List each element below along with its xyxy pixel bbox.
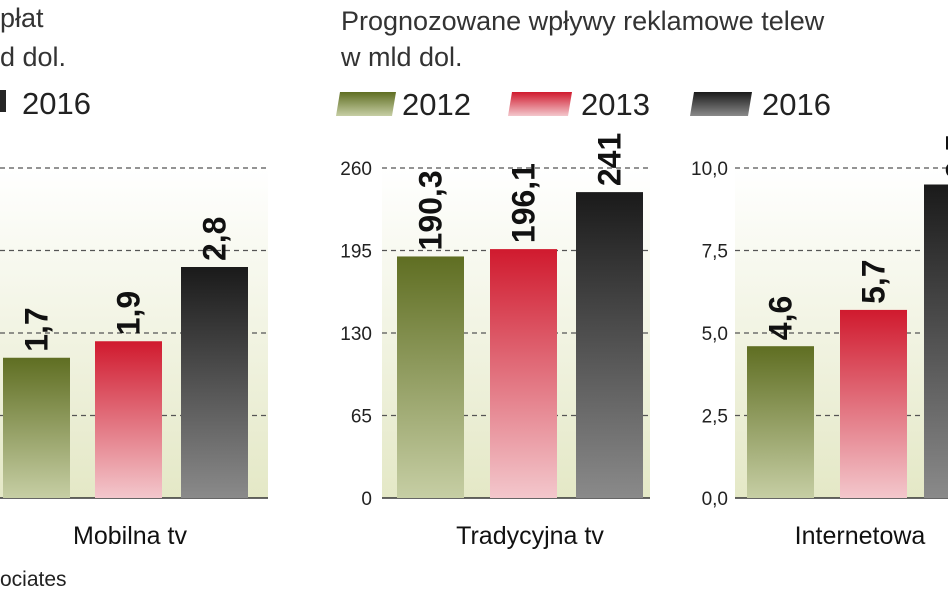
- legend-label-2013: 2013: [581, 87, 650, 122]
- category-label-internetowa: Internetowa: [795, 522, 926, 550]
- value-label-mobilna-2013: 1,9: [111, 291, 147, 335]
- category-label-tradycyjna: Tradycyjna tv: [456, 522, 604, 550]
- chart-title-line-2: w mld dol.: [340, 42, 463, 72]
- legend-swatch-2016: [690, 92, 752, 116]
- legend-swatch-2012: [336, 92, 396, 116]
- bar-internetowa-2013: [840, 309, 907, 498]
- value-label-internetowa-2012: 4,6: [763, 296, 799, 340]
- y-tick-label-internetowa: 5,0: [702, 324, 728, 345]
- left-title-line-1: płat: [0, 3, 44, 33]
- value-label-mobilna-2012: 1,7: [19, 307, 55, 351]
- y-tick-label-tradycyjna: 0: [361, 489, 372, 510]
- y-tick-label-internetowa: 2,5: [702, 407, 728, 428]
- left-legend-swatch-2016: [0, 90, 6, 112]
- legend-swatch-2013: [508, 92, 572, 116]
- bar-mobilna-2013: [95, 341, 162, 498]
- left-title-line-2: d dol.: [0, 42, 66, 72]
- y-tick-label-tradycyjna: 130: [340, 324, 372, 345]
- legend-label-2016: 2016: [762, 87, 831, 122]
- bar-tradycyjna-2016: [576, 192, 643, 498]
- value-label-tradycyjna-2013: 196,1: [506, 163, 542, 243]
- value-label-mobilna-2016: 2,8: [197, 217, 233, 261]
- value-label-tradycyjna-2012: 190,3: [413, 170, 449, 250]
- y-tick-label-tradycyjna: 260: [340, 159, 372, 180]
- left-legend-label-2016: 2016: [22, 86, 91, 121]
- y-tick-label-internetowa: 7,5: [702, 242, 728, 263]
- value-label-tradycyjna-2016: 241: [592, 133, 628, 186]
- source-note: ociates: [0, 568, 67, 591]
- bar-internetowa-2016: [924, 184, 948, 498]
- chart-title-line-1: Prognozowane wpływy reklamowe telew: [341, 6, 825, 36]
- value-label-internetowa-2013: 5,7: [856, 259, 892, 303]
- bar-tradycyjna-2012: [397, 256, 464, 498]
- category-label-mobilna: Mobilna tv: [73, 522, 187, 550]
- y-tick-label-internetowa: 0,0: [702, 489, 728, 510]
- chart-marks: 1,7 1,9 2,8 Mobilna tv 0 65 130 195 260 190,3 196,…: [0, 133, 948, 550]
- y-tick-label-internetowa: 10,0: [691, 159, 728, 180]
- legend: 2012 2013 2016: [336, 87, 831, 122]
- bar-mobilna-2016: [181, 267, 248, 498]
- bar-tradycyjna-2013: [490, 249, 557, 498]
- y-tick-label-tradycyjna: 195: [340, 242, 372, 263]
- bar-internetowa-2012: [747, 346, 814, 498]
- y-tick-label-tradycyjna: 65: [351, 407, 372, 428]
- value-label-internetowa-2016: 9,5: [940, 134, 948, 178]
- bar-mobilna-2012: [3, 357, 70, 498]
- legend-label-2012: 2012: [402, 87, 471, 122]
